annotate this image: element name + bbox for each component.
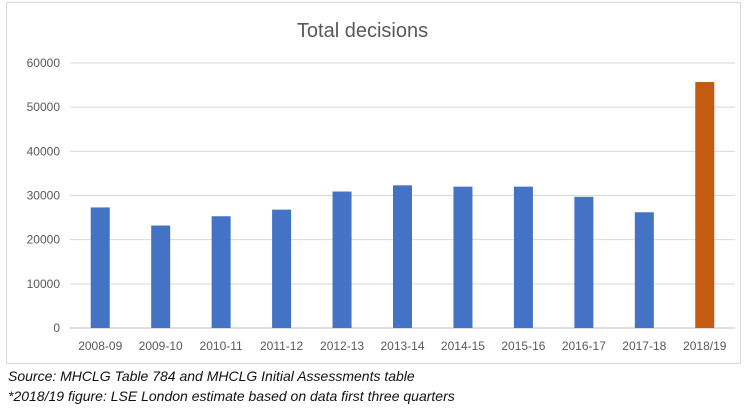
- bar-2014-15: [453, 186, 473, 328]
- y-tick-label: 30000: [27, 189, 61, 203]
- y-tick-label: 60000: [27, 56, 61, 70]
- y-tick-label: 0: [53, 321, 60, 335]
- bar-2012-13: [332, 191, 352, 328]
- bar-2018-19: [695, 81, 715, 328]
- source-note: Source: MHCLG Table 784 and MHCLG Initia…: [8, 368, 415, 384]
- bar-2013-14: [393, 185, 412, 328]
- bar-2008-09: [90, 207, 110, 328]
- x-tick-label: 2012-13: [320, 339, 364, 353]
- x-tick-label: 2011-12: [260, 339, 303, 353]
- x-tick-label: 2010-11: [200, 339, 243, 353]
- bar-chart: Total decisions 0 10000 20000 30000 40000 5000…: [27, 20, 735, 353]
- x-tick-label: 2014-15: [441, 339, 485, 353]
- bar-2010-11: [211, 216, 231, 328]
- bar-2016-17: [574, 196, 594, 328]
- x-tick-label: 2015-16: [501, 339, 545, 353]
- x-tick-label: 2008-09: [78, 339, 122, 353]
- x-tick-label: 2018/19: [683, 339, 727, 353]
- bar-2009-10: [151, 225, 171, 328]
- estimate-footnote: *2018/19 figure: LSE London estimate bas…: [8, 388, 455, 404]
- y-tick-label: 50000: [27, 100, 61, 114]
- x-tick-label: 2013-14: [380, 339, 424, 353]
- bar-2015-16: [513, 186, 533, 328]
- x-tick-label: 2009-10: [139, 339, 183, 353]
- bar-2017-18: [634, 212, 654, 328]
- bar-2011-12: [272, 209, 292, 328]
- x-tick-label: 2016-17: [562, 339, 606, 353]
- x-tick-label: 2017-18: [622, 339, 666, 353]
- chart-title: Total decisions: [297, 20, 428, 42]
- y-tick-label: 10000: [27, 277, 61, 291]
- y-tick-label: 20000: [27, 233, 61, 247]
- y-tick-label: 40000: [27, 144, 61, 158]
- chart-area: Total decisions 0 10000 20000 30000 40000 5000…: [6, 2, 741, 364]
